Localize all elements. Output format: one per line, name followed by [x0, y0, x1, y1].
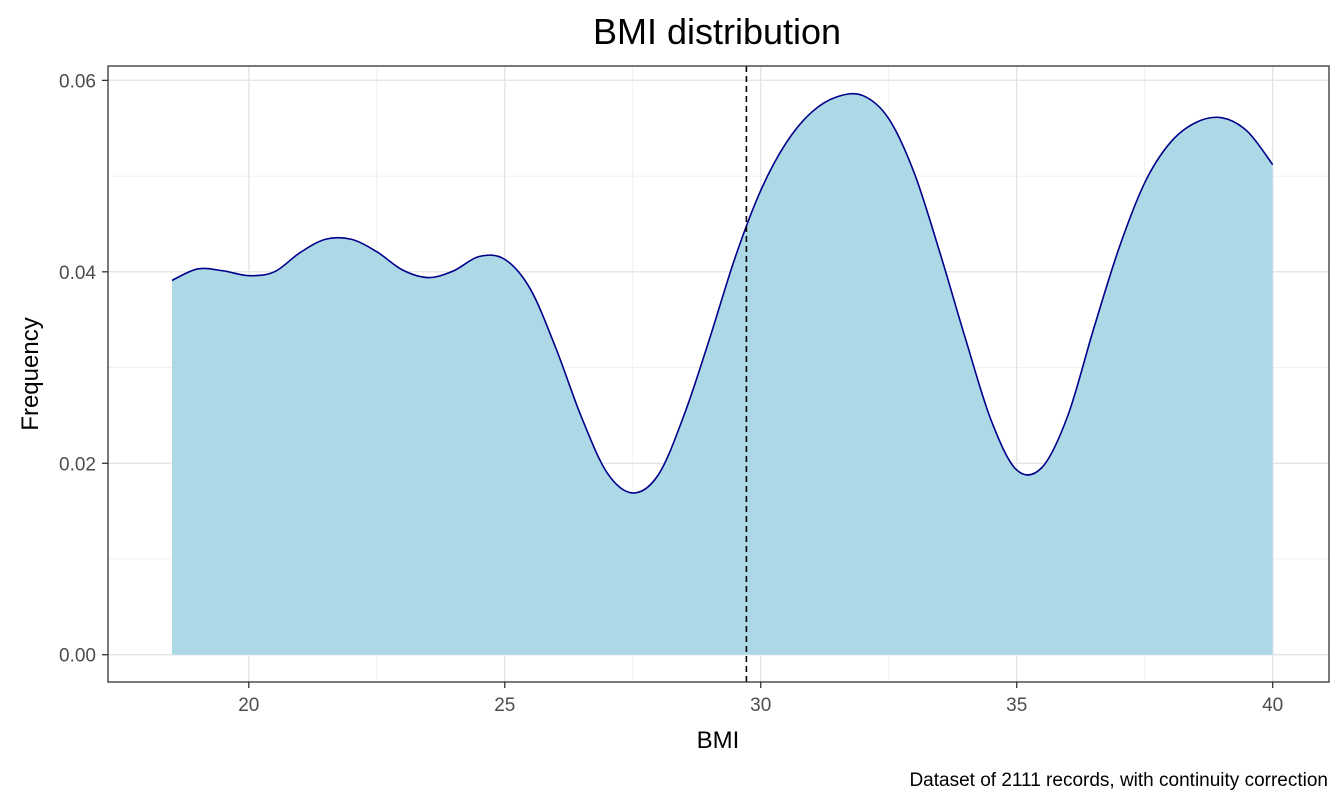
- x-tick-label: 20: [238, 695, 259, 716]
- x-tick-label: 35: [1006, 695, 1027, 716]
- y-tick-label: 0.04: [59, 263, 96, 284]
- chart-title: BMI distribution: [593, 11, 841, 52]
- x-axis-title: BMI: [697, 727, 740, 754]
- density-area: [171, 93, 1273, 655]
- y-tick-label: 0.02: [59, 454, 96, 475]
- chart-caption: Dataset of 2111 records, with continuity…: [909, 770, 1328, 791]
- y-axis-title: Frequency: [17, 317, 44, 430]
- y-axis: 0.00 0.02 0.04 0.06: [59, 71, 108, 667]
- plot-panel-border: [107, 65, 1330, 683]
- y-tick-label: 0.00: [59, 646, 96, 667]
- x-axis: 20 25 30 35 40: [238, 682, 1283, 716]
- y-tick-label: 0.06: [59, 71, 96, 92]
- x-tick-label: 30: [750, 695, 771, 716]
- x-tick-label: 40: [1262, 695, 1283, 716]
- x-tick-label: 25: [494, 695, 515, 716]
- density-line: [171, 92, 1274, 494]
